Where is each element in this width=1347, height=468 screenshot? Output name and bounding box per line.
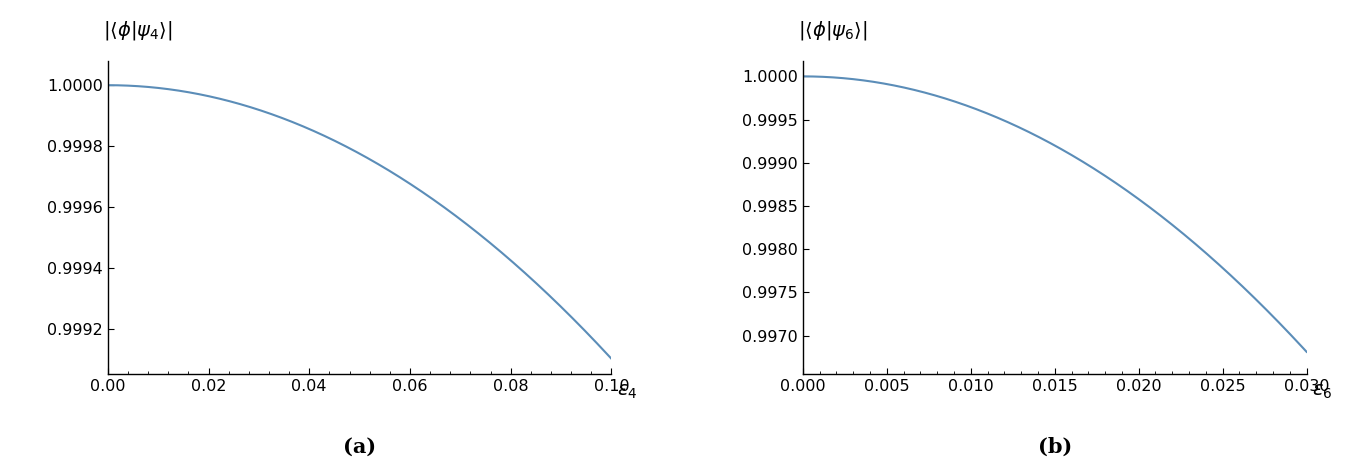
Text: (a): (a) bbox=[343, 437, 376, 457]
Text: (b): (b) bbox=[1037, 437, 1072, 457]
Text: $|\langle\phi|\psi_{6}\rangle|$: $|\langle\phi|\psi_{6}\rangle|$ bbox=[797, 19, 867, 42]
Text: $\varepsilon_{4}$: $\varepsilon_{4}$ bbox=[617, 382, 637, 401]
Text: $|\langle\phi|\psi_{4}\rangle|$: $|\langle\phi|\psi_{4}\rangle|$ bbox=[102, 19, 172, 42]
Text: $\varepsilon_{6}$: $\varepsilon_{6}$ bbox=[1312, 382, 1332, 401]
